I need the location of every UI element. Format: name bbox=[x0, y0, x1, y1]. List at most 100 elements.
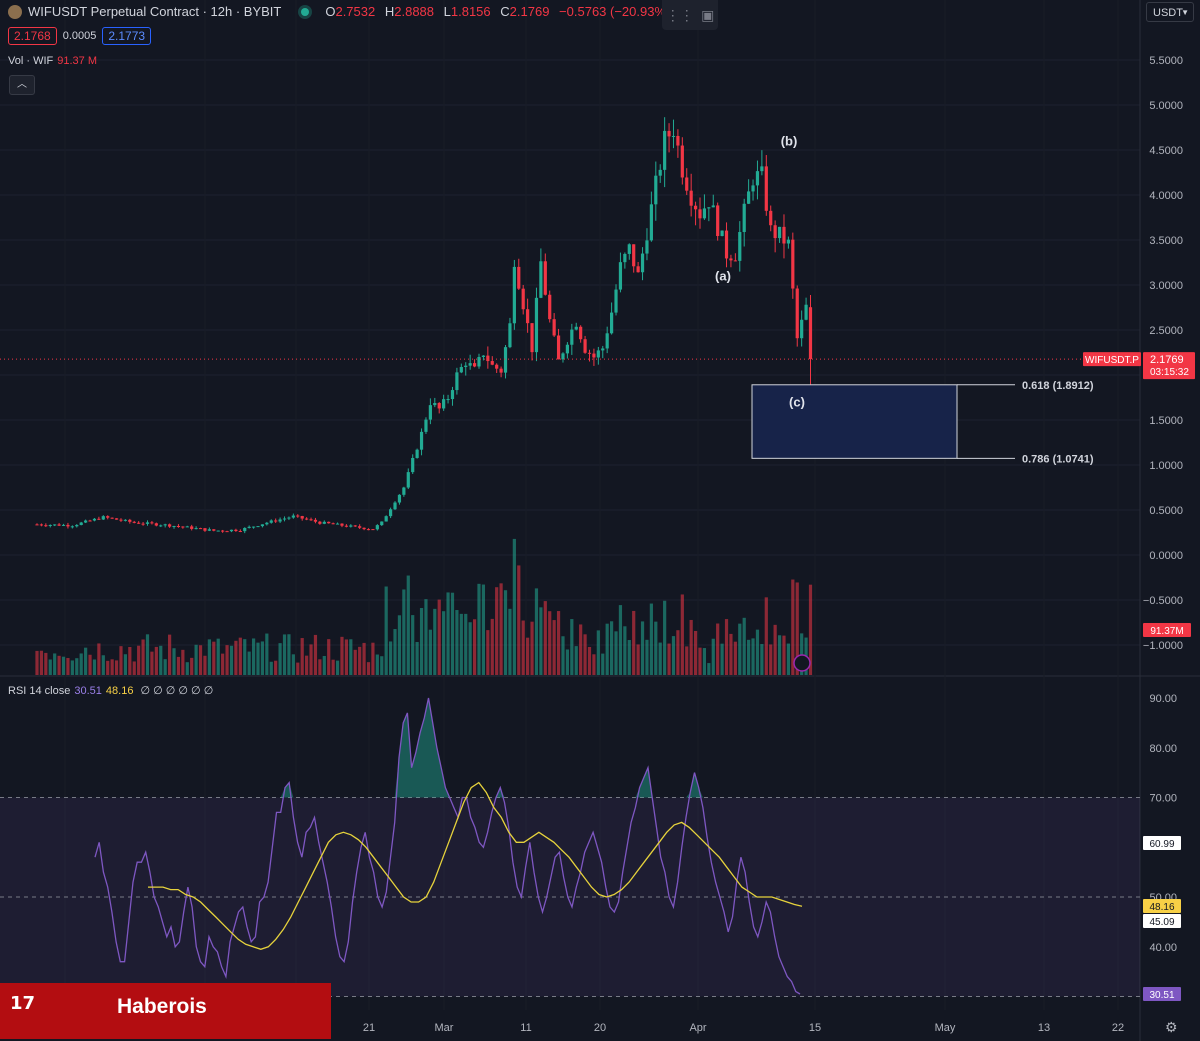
currency-selector[interactable]: USDT ▼ bbox=[1146, 2, 1194, 22]
candle-body bbox=[61, 524, 66, 526]
volume-bars bbox=[35, 538, 813, 675]
rsi-legend[interactable]: RSI 14 close 30.51 48.16 ∅ ∅ ∅ ∅ ∅ ∅ bbox=[8, 684, 213, 697]
fib-level-label: 0.618 (1.8912) bbox=[1022, 380, 1094, 392]
volume-bar bbox=[282, 634, 287, 675]
candle-body bbox=[371, 529, 375, 531]
screenshot-icon[interactable]: ▣ bbox=[701, 6, 715, 23]
candle-body bbox=[755, 171, 760, 186]
volume-bar bbox=[70, 660, 74, 675]
volume-bar bbox=[574, 646, 578, 675]
volume-bar bbox=[39, 650, 44, 675]
volume-label: Vol · WIF bbox=[8, 55, 54, 67]
candle-body bbox=[331, 523, 335, 525]
candle-body bbox=[521, 288, 525, 310]
candle-body bbox=[150, 522, 154, 524]
volume-bar bbox=[689, 619, 693, 675]
candle-body bbox=[508, 323, 512, 348]
candle-body bbox=[114, 518, 119, 520]
volume-bar bbox=[305, 655, 309, 675]
candle-body bbox=[649, 204, 653, 241]
volume-bar bbox=[702, 648, 707, 675]
volume-bar bbox=[587, 647, 592, 675]
volume-bar bbox=[636, 644, 640, 675]
volume-bar bbox=[265, 633, 269, 675]
volume-bar bbox=[720, 643, 724, 675]
candle-body bbox=[720, 230, 724, 236]
candle-body bbox=[194, 528, 198, 530]
candle-body bbox=[450, 390, 455, 400]
currency-label: USDT bbox=[1153, 7, 1183, 19]
candle-body bbox=[428, 405, 432, 420]
collapse-chevron-up-icon[interactable]: ︿ bbox=[9, 75, 35, 95]
candle-body bbox=[680, 145, 684, 178]
volume-bar bbox=[561, 636, 565, 675]
volume-bar bbox=[464, 613, 468, 675]
volume-bar bbox=[521, 620, 525, 675]
volume-bar bbox=[548, 611, 552, 675]
volume-bar bbox=[534, 588, 539, 675]
volume-bar bbox=[274, 660, 278, 675]
volume-bar bbox=[229, 645, 234, 675]
market-open-icon bbox=[301, 7, 310, 16]
candle-body bbox=[212, 529, 216, 531]
volume-bar bbox=[44, 652, 48, 675]
fib-level-label: 0.786 (1.0741) bbox=[1022, 453, 1094, 465]
volume-bar bbox=[645, 639, 649, 675]
volume-bar bbox=[88, 654, 92, 675]
candle-body bbox=[57, 524, 61, 526]
buy-button[interactable]: 2.1773 bbox=[102, 27, 152, 45]
sell-button[interactable]: 2.1768 bbox=[8, 27, 57, 45]
candle-body bbox=[402, 487, 406, 495]
candle-body bbox=[225, 531, 229, 533]
candle-body bbox=[282, 518, 287, 520]
candle-body bbox=[808, 307, 813, 360]
rsi-value: 30.51 bbox=[74, 685, 102, 697]
fibonacci-box: 0.618 (1.8912) 0.786 (1.0741) bbox=[751, 380, 1094, 465]
volume-bar bbox=[335, 660, 340, 675]
volume-bar bbox=[172, 648, 176, 675]
volume-bar bbox=[362, 642, 366, 675]
brand-name: Haberois bbox=[117, 995, 207, 1018]
volume-bar bbox=[782, 635, 786, 675]
coin-icon bbox=[8, 4, 22, 19]
time-tick-label: 11 bbox=[520, 1022, 531, 1034]
candle-body bbox=[530, 323, 534, 353]
trade-buttons: 2.1768 0.0005 2.1773 bbox=[8, 27, 152, 45]
candle-body bbox=[190, 526, 194, 529]
symbol-title[interactable]: WIFUSDT Perpetual Contract · 12h · BYBIT bbox=[28, 4, 282, 19]
volume-bar bbox=[556, 611, 561, 675]
candle-body bbox=[70, 526, 74, 528]
open-label: O bbox=[325, 4, 336, 19]
candle-body bbox=[495, 364, 499, 369]
candle-body bbox=[733, 260, 737, 262]
candle-body bbox=[627, 244, 631, 254]
wave-label: (a) bbox=[715, 269, 731, 284]
candle-body bbox=[503, 347, 508, 373]
gear-icon[interactable]: ⚙ bbox=[1165, 1019, 1178, 1035]
candle-body bbox=[698, 209, 702, 219]
volume-bar bbox=[570, 619, 574, 675]
price-tick-label: 3.0000 bbox=[1149, 280, 1183, 292]
volume-bar bbox=[512, 538, 516, 675]
candle-body bbox=[66, 524, 70, 527]
price-axis: 5.5000 5.0000 4.5000 4.0000 3.5000 3.0000 2.50… bbox=[1143, 55, 1183, 954]
rsi-ma-line bbox=[148, 781, 803, 950]
volume-bar bbox=[623, 626, 627, 675]
drag-handle-icon[interactable]: ⋮⋮ bbox=[665, 6, 694, 23]
candle-body bbox=[640, 253, 645, 273]
candle-body bbox=[486, 355, 490, 362]
volume-bar bbox=[601, 653, 605, 675]
volume-bar bbox=[114, 660, 119, 675]
volume-bar bbox=[490, 618, 494, 675]
low-label: L bbox=[443, 4, 451, 19]
volume-bar bbox=[716, 623, 720, 675]
volume-legend[interactable]: Vol · WIF 91.37 M bbox=[8, 55, 97, 67]
volume-bar bbox=[207, 639, 211, 675]
rsi-value-badge-bg bbox=[1143, 836, 1181, 850]
candle-body bbox=[587, 352, 592, 354]
candle-body bbox=[711, 205, 715, 208]
volume-bar bbox=[693, 630, 698, 675]
floating-toolbar: ⋮⋮ ▣ bbox=[662, 0, 718, 30]
volume-bar bbox=[247, 651, 251, 675]
